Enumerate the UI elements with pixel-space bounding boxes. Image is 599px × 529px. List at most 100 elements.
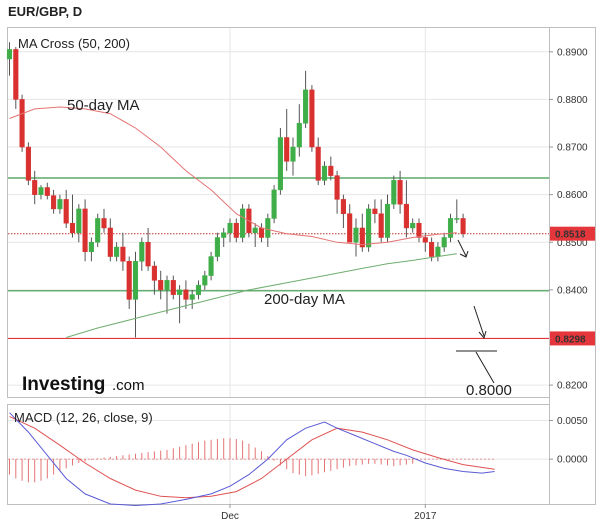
candle-body-56 [359,227,365,248]
macd-tick-label-1: 0.0000 [557,455,588,466]
candle-body-53 [340,199,346,214]
candle-body-34 [221,232,227,238]
moving-averages [9,106,457,338]
candle-body-58 [372,208,378,214]
y-tick-labels: 0.8900 0.8800 0.8700 0.8600 0.8500 0.8400 0.82… [549,47,588,392]
candle-body-40 [258,227,265,238]
price-badge-label-0: 0.8518 [555,230,586,241]
arrow-2 [473,305,485,337]
candle-body-35 [227,222,233,233]
macd-lines [8,412,495,507]
candle-body-62 [397,180,403,205]
logo-suffix: .com [112,377,145,394]
price-tick-label-6: 0.8200 [557,381,588,392]
candle-body-14 [95,218,101,243]
arrow-1 [457,239,467,257]
x-tick-labels: Dec2017FebMar [221,504,437,522]
chart-title: EUR/GBP, D [8,4,82,19]
candle-body-57 [366,208,372,248]
candle-body-1 [13,49,19,100]
price-tick-label-2: 0.8700 [557,143,588,154]
candle-body-71 [454,218,460,220]
candle-body-23 [151,265,157,281]
x-tick-label-1: 2017 [414,511,437,522]
candle-body-61 [391,180,397,205]
candle-body-15 [101,218,107,229]
candle-body-12 [82,208,88,253]
candle-body-7 [51,195,57,210]
candle-body-10 [69,222,76,233]
price-axis-frame [549,27,596,505]
macd-signal-line [9,416,495,499]
candle-body-49 [315,146,321,181]
candle-body-47 [303,89,309,124]
candle-body-51 [328,165,334,176]
price-badge-bg-0 [550,226,595,241]
ma50-annotation: 50-day MA [67,97,140,114]
candle-body-5 [38,187,44,195]
candle-body-45 [290,146,296,162]
arrow-1-head [459,250,469,258]
price-tick-label-4: 0.8500 [557,238,588,249]
price-tick-label-5: 0.8400 [557,285,588,296]
candle-body-70 [447,218,454,238]
macd-line [9,412,495,507]
candle-body-27 [177,289,183,295]
target-annotation: 0.8000 [466,382,512,399]
candle-body-42 [271,189,277,219]
candle-body-18 [120,246,126,262]
investing-logo: Investing .com [22,374,145,395]
candle-body-4 [32,180,38,195]
ma200-line [66,253,457,338]
candle-body-68 [435,246,441,257]
candle-body-60 [384,203,391,238]
candle-body-39 [252,227,258,233]
candle-body-21 [139,242,145,262]
forecast-arrows [456,239,497,384]
candle-body-9 [63,199,69,224]
ma200-annotation: 200-day MA [264,291,345,308]
target-leader [475,351,495,384]
macd-label: MACD (12, 26, close, 9) [14,410,153,425]
candle-body-0 [6,49,13,60]
candle-body-17 [114,246,120,257]
price-tick-label-1: 0.8800 [557,95,588,106]
candle-body-6 [44,187,50,196]
candle-body-30 [195,284,202,295]
candle-body-29 [189,294,195,300]
candle-body-72 [460,218,466,234]
candle-body-3 [25,146,31,181]
candle-body-54 [347,213,353,243]
candle-body-48 [309,89,315,148]
candle-body-59 [378,213,384,238]
macd-tick-label-0: 0.0050 [557,416,588,427]
candle-body-36 [233,222,239,238]
candle-body-25 [164,280,170,291]
candle-body-2 [19,99,25,148]
candle-body-44 [284,137,290,162]
ma-cross-label: MA Cross (50, 200) [18,36,130,51]
candle-body-41 [265,218,271,238]
arrow-2-head [478,330,487,340]
candle-body-55 [353,227,359,243]
candle-body-32 [208,256,214,276]
x-tick-label-0: Dec [221,511,239,522]
macd-y-tick-labels: 0.0050 0.0000 [549,416,588,466]
candle-body-64 [410,222,416,229]
candle-body-33 [214,237,220,257]
horizontal-levels [8,177,549,340]
candle-body-20 [132,261,139,300]
price-tick-label-3: 0.8600 [557,190,588,201]
candle-body-63 [403,203,409,229]
candle-body-11 [76,208,82,233]
candle-body-37 [240,208,246,238]
macd-histogram [9,438,414,483]
logo-investing: Investing [22,374,105,395]
price-badges: 0.8518 0.8298 [550,226,595,346]
ma50-line [9,106,457,246]
candle-body-50 [321,165,328,181]
candle-body-52 [334,175,340,200]
price-tick-label-0: 0.8900 [557,47,588,58]
candle-body-26 [170,280,176,295]
